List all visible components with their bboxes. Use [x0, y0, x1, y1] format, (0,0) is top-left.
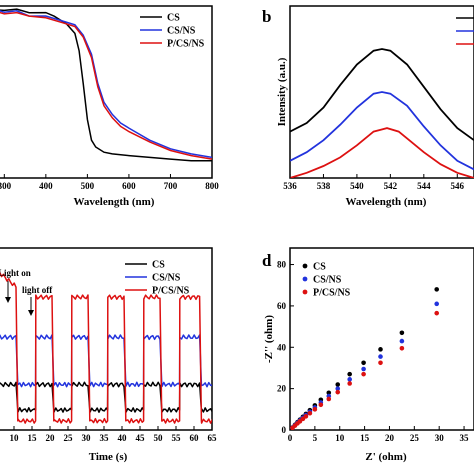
y-tick-label-d: 40 [277, 342, 287, 352]
nyquist-point-CS [361, 360, 366, 366]
pl-line-P/CS/NS [290, 127, 474, 178]
y-tick-label-d: 20 [277, 384, 287, 394]
x-tick-label-d: 25 [410, 433, 420, 443]
x-tick-label-d: 0 [288, 433, 293, 443]
nyquist-point-P/CS/NS [326, 396, 332, 402]
x-tick-label-c: 50 [154, 433, 164, 443]
x-tick-label-a: 500 [81, 181, 95, 191]
nyquist-point-CS/NS [361, 366, 366, 372]
nyquist-point-CS [378, 347, 383, 352]
x-tick-label-b: 546 [451, 181, 465, 191]
x-tick-label-c: 60 [190, 433, 200, 443]
x-tick-label-b: 540 [350, 181, 364, 191]
x-tick-label-d: 10 [335, 433, 345, 443]
x-tick-label-b: 536 [283, 181, 297, 191]
x-tick-label-b: 538 [317, 181, 331, 191]
nyquist-point-P/CS/NS [347, 381, 352, 386]
x-tick-label-b: 544 [417, 181, 431, 191]
legend-label-a: CS [167, 13, 180, 24]
legend-label-c: CS [152, 260, 165, 271]
nyquist-point-P/CS/NS [335, 389, 341, 395]
nyquist-point-P/CS/NS [361, 371, 366, 377]
x-tick-label-a: 300 [0, 181, 12, 191]
x-tick-label-c: 35 [100, 433, 110, 443]
nyquist-point-CS/NS [434, 301, 440, 307]
x-tick-label-c: 55 [172, 433, 182, 443]
nyquist-point-P/CS/NS [318, 402, 324, 408]
panel-label-b: b [262, 7, 271, 26]
arrow-head-light-off [28, 310, 34, 316]
legend-label-d: CS/NS [313, 275, 342, 286]
nyquist-point-P/CS/NS [312, 407, 318, 412]
y-axis-label-d: -Z'' (ohm) [263, 315, 275, 363]
nyquist-point-CS/NS [378, 354, 383, 359]
legend-label-a: P/CS/NS [167, 39, 205, 50]
nyquist-point-P/CS/NS [434, 310, 440, 316]
x-tick-label-d: 15 [360, 433, 370, 443]
panel-d-series [290, 287, 440, 430]
x-tick-label-d: 30 [435, 433, 445, 443]
plot-frame-d [289, 247, 474, 431]
legend-label-c: P/CS/NS [152, 286, 190, 297]
legend-marker-d [302, 263, 308, 269]
x-tick-label-a: 800 [205, 181, 219, 191]
panel-a-series [0, 8, 212, 162]
y-tick-label-d: 0 [282, 425, 287, 435]
arrow-head-light-on [5, 297, 11, 303]
nyquist-point-P/CS/NS [399, 346, 405, 351]
x-tick-label-d: 20 [385, 433, 395, 443]
panel-c-series [0, 271, 212, 424]
x-tick-label-d: 35 [460, 433, 470, 443]
absorbance-line-P/CS/NS [0, 11, 212, 160]
nyquist-point-CS [347, 371, 352, 377]
x-tick-label-c: 30 [82, 433, 92, 443]
x-tick-label-d: 5 [313, 433, 318, 443]
panel-label-d: d [262, 251, 272, 270]
x-tick-label-c: 20 [46, 433, 56, 443]
y-axis-label-b: Intensity (a.u.) [276, 57, 288, 126]
x-tick-label-c: 25 [64, 433, 74, 443]
annotation-light-off: light off [22, 285, 53, 295]
x-tick-label-b: 542 [384, 181, 398, 191]
x-tick-label-c: 15 [28, 433, 38, 443]
plot-frame-a [0, 5, 213, 179]
nyquist-point-P/CS/NS [378, 360, 383, 366]
nyquist-point-P/CS/NS [303, 414, 309, 419]
legend-label-d: P/CS/NS [313, 288, 351, 299]
x-tick-label-c: 10 [10, 433, 20, 443]
x-tick-label-a: 400 [39, 181, 53, 191]
annotation-light-on: Light on [0, 268, 31, 278]
nyquist-point-CS [326, 390, 332, 396]
legend-label-c: CS/NS [152, 273, 181, 284]
pl-line-CS [290, 48, 474, 141]
legend-label-d: CS [313, 262, 326, 273]
nyquist-point-CS [434, 287, 440, 292]
pl-line-CS/NS [290, 91, 474, 171]
y-tick-label-d: 80 [277, 260, 287, 270]
x-axis-label-b: Wavelength (nm) [346, 196, 427, 208]
x-tick-label-c: 65 [208, 433, 218, 443]
x-tick-label-a: 700 [164, 181, 178, 191]
plot-frame-b [289, 5, 474, 179]
x-tick-label-c: 40 [118, 433, 128, 443]
x-axis-label-d: Z' (ohm) [365, 451, 407, 463]
photocurrent-line-P/CS/NS [0, 271, 212, 424]
x-tick-label-a: 600 [122, 181, 136, 191]
legend-label-a: CS/NS [167, 26, 196, 37]
nyquist-point-CS/NS [399, 338, 405, 344]
nyquist-point-CS [399, 330, 405, 336]
x-axis-label-a: Wavelength (nm) [74, 196, 155, 208]
legend-marker-d [302, 289, 308, 295]
legend-marker-d [302, 276, 308, 282]
nyquist-point-CS/NS [335, 386, 341, 391]
x-tick-label-c: 45 [136, 433, 146, 443]
nyquist-point-P/CS/NS [307, 410, 313, 416]
nyquist-point-CS [335, 382, 341, 387]
nyquist-point-CS/NS [347, 377, 352, 382]
x-axis-label-c: Time (s) [89, 451, 128, 463]
y-tick-label-d: 60 [277, 301, 287, 311]
panel-b-series [290, 48, 474, 178]
absorbance-line-CS [0, 8, 212, 162]
